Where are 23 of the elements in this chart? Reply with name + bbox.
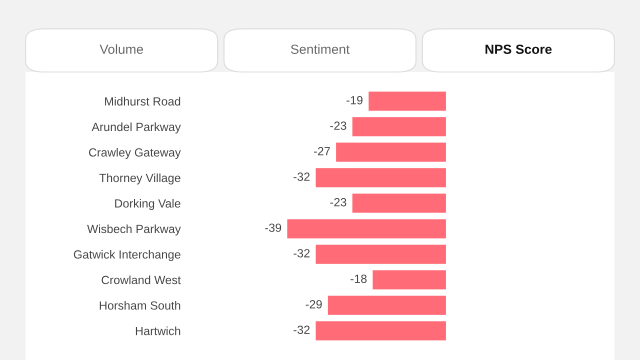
data-label: -32 <box>294 172 310 181</box>
text: Sentiment <box>290 44 350 54</box>
y-tick-label: Arundel Parkway <box>92 122 181 134</box>
y-tick-label: Horsham South <box>100 301 180 310</box>
data-label: -19 <box>346 96 363 104</box>
text: NPS Score <box>486 44 552 54</box>
data-label: -32 <box>294 249 310 258</box>
y-tick-label: Wisbech Parkway <box>87 224 181 236</box>
data-label: -23 <box>330 122 346 130</box>
y-tick-label: Thorney Village <box>99 173 180 184</box>
text: Volume <box>100 44 144 54</box>
data-label: -39 <box>265 224 282 232</box>
y-tick-label: Midhurst Road <box>105 96 180 106</box>
y-tick-label: Dorking Vale <box>115 198 180 210</box>
data-label: -29 <box>306 300 322 308</box>
data-label: -23 <box>330 198 346 206</box>
data-label: -32 <box>294 326 310 334</box>
y-tick-label: Hartwich <box>136 326 180 336</box>
y-tick-label: Crowland West <box>102 276 181 284</box>
data-label: -18 <box>350 274 367 283</box>
y-tick-label: Gatwick Interchange <box>74 250 180 261</box>
data-label: -27 <box>314 147 330 156</box>
y-tick-label: Crawley Gateway <box>88 148 181 159</box>
